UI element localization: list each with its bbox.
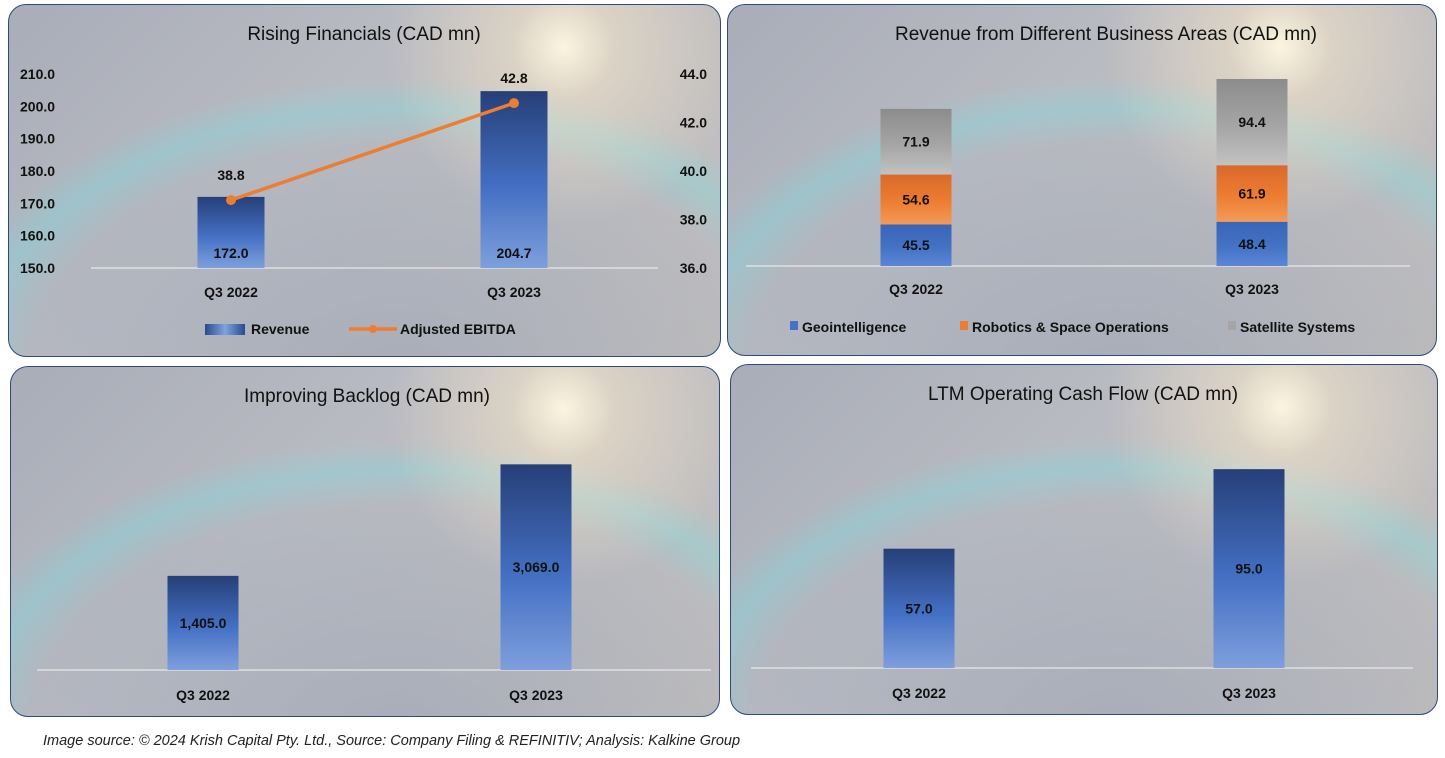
backlog-panel: Improving Backlog (CAD mn) 1,405.0 3,069.… [10,366,720,717]
legend-revenue-swatch [205,324,245,335]
backlog-chart: Improving Backlog (CAD mn) 1,405.0 3,069.… [37,386,711,703]
y-axis-tick-label: 200.0 [20,98,55,114]
bar-data-label: 95.0 [1235,561,1262,577]
x-axis-tick-label: Q3 2023 [487,284,541,300]
legend-swatch [960,321,968,330]
x-axis-tick-label: Q3 2022 [204,284,258,300]
revenue-data-label: 204.7 [496,245,531,261]
x-axis-tick-label: Q3 2023 [509,687,563,703]
ebitda-line [230,101,515,202]
chart-title: Improving Backlog (CAD mn) [244,386,490,407]
bar-data-label: 57.0 [905,600,932,616]
bar [1213,469,1285,668]
bar-data-label: 1,405.0 [180,615,227,631]
stacked-bar-segment-satellite-systems [1216,78,1288,166]
x-axis-tick-label: Q3 2023 [1222,685,1276,701]
legend: Geointelligence Robotics & Space Operatio… [790,319,1355,335]
y-axis-tick-label: 150.0 [20,260,55,276]
y-axis-tick-label: 190.0 [20,131,55,147]
y2-axis-tick-label: 44.0 [680,66,707,82]
bar-data-label: 3,069.0 [513,559,560,575]
business-areas-panel: Revenue from Different Business Areas (C… [727,4,1437,356]
ebitda-data-label: 42.8 [500,70,527,86]
bar [883,548,955,668]
legend-ebitda-label: Adjusted EBITDA [400,321,516,337]
stacked-bar-segment-satellite-systems [880,108,952,175]
legend-ebitda-marker [369,325,377,333]
stacked-bar-segment-geointelligence [880,224,952,266]
image-source-caption: Image source: © 2024 Krish Capital Pty. … [43,733,741,749]
cash-flow-panel: LTM Operating Cash Flow (CAD mn) 57.0 95.… [730,364,1438,715]
legend-swatch [1228,321,1236,330]
stacked-bar-segment-geointelligence [1216,221,1288,266]
x-axis-tick-label: Q3 2022 [892,685,946,701]
legend-swatch [790,321,798,330]
chart-title: Revenue from Different Business Areas (C… [895,24,1317,45]
segment-data-label: 71.9 [902,134,929,150]
x-axis-tick-label: Q3 2022 [176,687,230,703]
ebitda-point [509,98,519,109]
segment-data-label: 94.4 [1238,114,1265,130]
y2-axis-tick-label: 38.0 [680,212,707,228]
cash-flow-chart: LTM Operating Cash Flow (CAD mn) 57.0 95.… [751,384,1413,701]
business-areas-chart: Revenue from Different Business Areas (C… [746,24,1410,335]
y-axis-tick-label: 160.0 [20,228,55,244]
y-axis-tick-label: 210.0 [20,66,55,82]
segment-data-label: 48.4 [1238,236,1265,252]
y2-axis-tick-label: 42.0 [680,115,707,131]
stacked-bar-segment-robotics-space-operations [1216,165,1288,222]
legend-label: Satellite Systems [1240,319,1355,335]
x-axis-tick-label: Q3 2022 [889,281,943,297]
bar [500,464,572,670]
ebitda-data-label: 38.8 [217,167,244,183]
legend: Revenue Adjusted EBITDA [205,321,516,337]
bar [167,575,239,670]
y-axis-tick-label: 170.0 [20,195,55,211]
segment-data-label: 61.9 [1238,186,1265,202]
chart-title: LTM Operating Cash Flow (CAD mn) [928,384,1238,405]
legend-label: Geointelligence [802,319,906,335]
y-axis-tick-label: 180.0 [20,163,55,179]
segment-data-label: 45.5 [902,237,929,253]
revenue-bar [480,91,548,269]
legend-label: Robotics & Space Operations [972,319,1169,335]
rising-financials-panel: Rising Financials (CAD mn) 150.0 160.0 170… [8,4,721,357]
revenue-bar [197,196,265,268]
stacked-bar-segment-robotics-space-operations [880,174,952,225]
y2-axis-tick-label: 36.0 [680,260,707,276]
x-axis-tick-label: Q3 2023 [1225,281,1279,297]
revenue-data-label: 172.0 [213,245,248,261]
segment-data-label: 54.6 [902,191,929,207]
chart-title: Rising Financials (CAD mn) [247,24,480,45]
ebitda-point [226,195,236,206]
legend-revenue-label: Revenue [251,321,310,337]
rising-financials-chart: Rising Financials (CAD mn) 150.0 160.0 170… [20,24,707,337]
y2-axis-tick-label: 40.0 [680,163,707,179]
